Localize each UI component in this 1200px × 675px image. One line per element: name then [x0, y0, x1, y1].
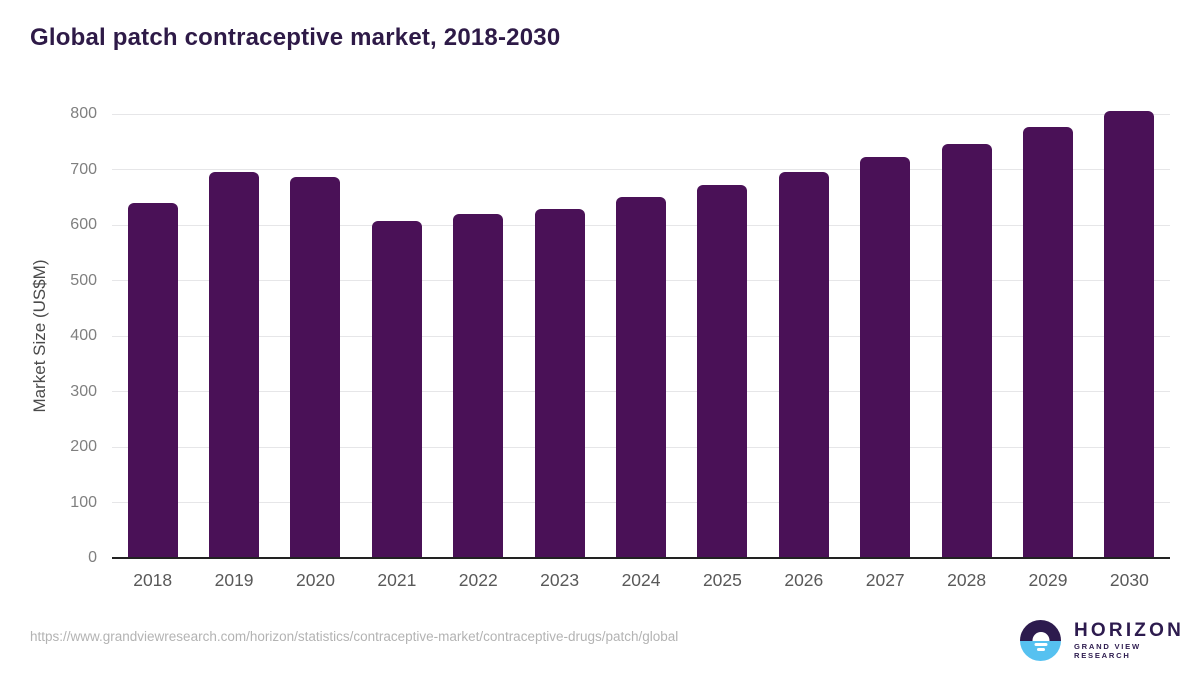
- y-tick-label-600: 600: [70, 216, 97, 233]
- x-tick-label-2018: 2018: [133, 570, 173, 590]
- x-tick-label-2024: 2024: [621, 570, 661, 590]
- bar-slot-2026: [763, 114, 844, 558]
- x-tick-label-2027: 2027: [865, 570, 905, 590]
- chart-title: Global patch contraceptive market, 2018-…: [30, 24, 561, 51]
- y-tick-label-400: 400: [70, 327, 97, 344]
- gridline-800: [112, 113, 1170, 115]
- bar-slot-2024: [600, 114, 681, 558]
- x-axis-labels: 2018 2019 2020 2021 2022 2023 2024 2025 2026 2027…: [112, 570, 1170, 591]
- bar-2018: [127, 202, 178, 558]
- bar-2025: [697, 185, 748, 558]
- bar-slot-2022: [438, 114, 519, 558]
- x-tick-label-2020: 2020: [296, 570, 335, 590]
- bar-slot-2027: [845, 114, 926, 558]
- logo-sun-dome: [1032, 632, 1049, 641]
- bar-series: [112, 111, 1170, 558]
- logo-sea-half: [1020, 640, 1061, 661]
- bar-2024: [616, 197, 667, 558]
- logo-reflection-line: [1036, 648, 1045, 651]
- bar-slot-2028: [926, 114, 1007, 558]
- logo-subtitle: GRAND VIEW RESEARCH: [1074, 642, 1141, 661]
- bar-slot-2018: [112, 114, 193, 558]
- logo-text: HORIZON GRAND VIEW RESEARCH: [1074, 619, 1200, 661]
- bar-2027: [860, 157, 911, 558]
- x-tick-label-2026: 2026: [784, 570, 824, 590]
- bar-slot-2023: [519, 114, 600, 558]
- x-axis-line: [112, 557, 1170, 559]
- bar-2026: [778, 171, 829, 558]
- x-tick-label-2022: 2022: [458, 570, 498, 590]
- logo-name: HORIZON: [1074, 619, 1185, 641]
- y-tick-label-700: 700: [70, 160, 97, 178]
- logo-sky-half: [1020, 620, 1061, 641]
- source-url: https://www.grandviewresearch.com/horizo…: [30, 629, 679, 644]
- bar-2020: [290, 176, 341, 558]
- x-tick-label-2025: 2025: [702, 570, 742, 590]
- x-tick-label-2028: 2028: [947, 570, 987, 590]
- y-tick-label-300: 300: [70, 382, 97, 400]
- bar-2029: [1022, 127, 1073, 558]
- x-tick-label-2019: 2019: [214, 570, 254, 590]
- bar-slot-2025: [682, 114, 763, 558]
- x-tick-label-2029: 2029: [1028, 570, 1068, 590]
- y-tick-label-0: 0: [88, 549, 97, 566]
- y-tick-label-200: 200: [70, 438, 97, 455]
- gridline-700: [112, 169, 1170, 170]
- bar-2019: [209, 171, 260, 558]
- bar-2023: [534, 208, 585, 558]
- bar-slot-2021: [356, 114, 437, 558]
- y-tick-label-800: 800: [70, 105, 97, 122]
- bar-slot-2019: [193, 114, 274, 558]
- horizon-sun-icon: [1020, 620, 1061, 661]
- logo-reflection-line: [1034, 643, 1047, 646]
- x-tick-label-2030: 2030: [1109, 570, 1149, 590]
- bar-2022: [453, 213, 504, 558]
- bar-slot-2030: [1089, 111, 1170, 558]
- bar-2021: [371, 221, 422, 558]
- plot-area: [112, 111, 1170, 559]
- bar-slot-2020: [275, 114, 356, 558]
- bar-2028: [941, 143, 992, 558]
- y-tick-label-100: 100: [70, 493, 97, 511]
- brand-logo: HORIZON GRAND VIEW RESEARCH: [1020, 620, 1200, 661]
- x-tick-label-2021: 2021: [377, 570, 417, 590]
- bar-2030: [1104, 111, 1155, 558]
- x-tick-label-2023: 2023: [540, 570, 580, 590]
- y-tick-label-500: 500: [70, 271, 97, 289]
- bar-slot-2029: [1007, 114, 1088, 558]
